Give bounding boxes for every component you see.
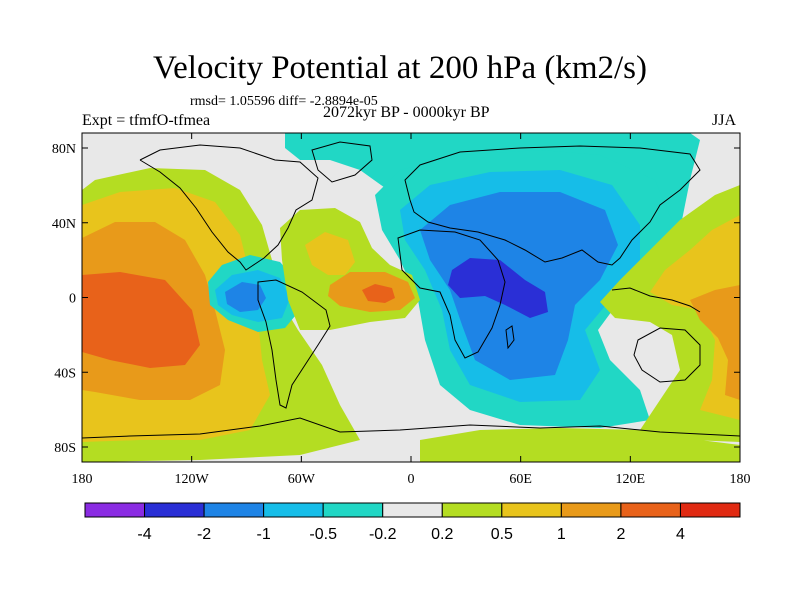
indonesia-coast — [611, 287, 701, 313]
colorbar-swatch — [620, 502, 681, 518]
madagascar-coast — [505, 325, 515, 350]
colorbar-label: 2 — [616, 526, 625, 543]
colorbar-swatch — [322, 502, 384, 518]
x-tick-label: 60W — [288, 472, 316, 487]
antarctica-coast — [82, 417, 740, 439]
africa-negative-core — [448, 258, 548, 318]
coastlines — [82, 141, 740, 439]
x-tick-label: 180 — [730, 472, 751, 487]
y-axis: 80N 40N 0 40S 80S — [52, 142, 740, 456]
colorbar-label: -0.2 — [369, 526, 397, 543]
pacific-positive-core — [82, 272, 200, 368]
period-label: 2072kyr BP - 0000kyr BP — [323, 104, 490, 121]
colorbar-label: 0.5 — [491, 526, 513, 543]
atlantic-positive-core — [362, 284, 395, 303]
y-tick-label: 80S — [54, 441, 76, 456]
colorbar-label: 0.2 — [431, 526, 453, 543]
y-tick-label: 40N — [52, 217, 76, 232]
colorbar-label: 4 — [676, 526, 685, 543]
x-axis: 180 120W 60W 0 60E 120E 180 — [72, 133, 751, 487]
y-tick-label: 80N — [52, 142, 76, 157]
colorbar-swatch — [560, 502, 622, 518]
colorbar-label: -4 — [137, 526, 151, 543]
colorbar-label: -2 — [197, 526, 211, 543]
x-tick-label: 120E — [616, 472, 646, 487]
y-tick-label: 0 — [69, 292, 76, 307]
x-tick-label: 0 — [408, 472, 415, 487]
central-america-negative-core — [225, 282, 266, 312]
south-america-coast — [257, 279, 331, 409]
map-title: Velocity Potential at 200 hPa (km2/s) — [152, 50, 648, 86]
colorbar-swatch — [679, 502, 741, 518]
x-tick-label: 180 — [72, 472, 93, 487]
colorbar-swatch — [263, 502, 324, 518]
colorbar-swatch — [441, 502, 503, 518]
colorbar-label: -1 — [257, 526, 271, 543]
stats-subtitle: rmsd= 1.05596 diff= -2.8894e-05 — [190, 94, 378, 109]
colorbar-swatch — [382, 502, 443, 518]
contour-field — [82, 133, 740, 462]
greenland-coast — [311, 141, 373, 183]
southern-ocean-positive — [420, 428, 740, 462]
west-pacific-positive-mid — [650, 215, 740, 420]
colorbar-label: -0.5 — [309, 526, 337, 543]
colorbar-swatch — [203, 502, 265, 518]
west-pacific-positive-inner — [690, 285, 740, 400]
x-tick-label: 60E — [509, 472, 532, 487]
colorbar-swatch — [501, 502, 562, 518]
colorbar: -4 -2 -1 -0.5 -0.2 0.2 0.5 1 2 4 — [84, 502, 741, 543]
experiment-label: Expt = tfmfO-tfmea — [82, 112, 211, 129]
colorbar-swatch — [84, 502, 146, 518]
season-label: JJA — [712, 112, 737, 129]
africa-coast — [397, 229, 506, 359]
colorbar-swatch — [144, 502, 205, 518]
x-tick-label: 120W — [175, 472, 210, 487]
colorbar-label: 1 — [557, 526, 566, 543]
y-tick-label: 40S — [54, 366, 76, 381]
australia-coast — [633, 327, 701, 383]
north-america-coast — [139, 144, 319, 271]
eurasia-coast — [404, 145, 701, 266]
atlantic-positive-mid — [305, 232, 355, 275]
